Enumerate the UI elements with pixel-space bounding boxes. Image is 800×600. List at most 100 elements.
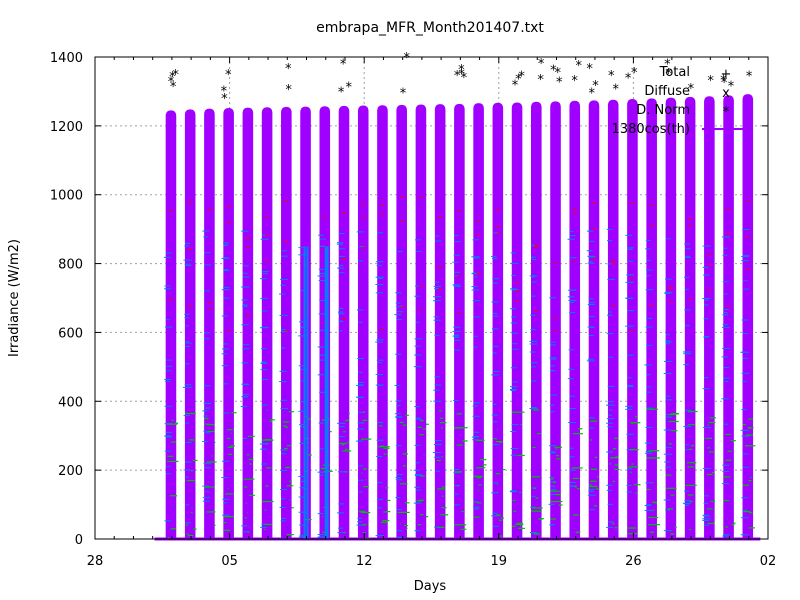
series-dnorm-star: * [589, 86, 596, 101]
day-group: ** [567, 59, 583, 539]
series-dnorm-star: * [631, 66, 638, 81]
y-tick-label: 800 [58, 258, 83, 273]
series-1380cos-day [684, 96, 696, 540]
series-dnorm-star: * [688, 82, 695, 97]
series-dnorm-star: * [592, 79, 599, 94]
series-dnorm-star: * [400, 86, 407, 101]
day-group [644, 98, 660, 540]
series-dnorm-star: * [721, 76, 728, 91]
series-1380cos-day [511, 102, 523, 540]
legend-marker: x [722, 86, 730, 101]
series-dnorm-star: * [707, 74, 714, 89]
day-group: ** [394, 51, 411, 539]
series-dnorm-star: * [404, 51, 411, 66]
series-dnorm-star: * [168, 75, 175, 90]
series-1380cos-day [338, 105, 350, 539]
day-group: * [702, 74, 716, 540]
series-dnorm-star: * [554, 66, 561, 81]
x-tick-label: 05 [221, 554, 238, 569]
series-1380cos-day [492, 102, 504, 539]
day-group: *** [509, 70, 525, 540]
day-group: *** [336, 57, 352, 539]
series-1380cos-day [665, 97, 677, 539]
day-group: ** [663, 58, 679, 539]
legend-label: Diffuse [644, 84, 690, 99]
series-1380cos-day [569, 100, 581, 539]
legend-marker: + [721, 67, 732, 82]
day-group: ** [625, 66, 641, 539]
series-1380cos-day [531, 101, 542, 539]
series-1380cos-day [377, 105, 388, 539]
y-tick-label: 1200 [50, 120, 83, 135]
series-1380cos-day [588, 100, 600, 539]
series-1380cos-day [454, 103, 465, 539]
series-dnorm-star: * [625, 71, 632, 86]
series-dnorm-star: * [720, 73, 727, 88]
x-tick-label: 28 [87, 554, 104, 569]
series-dnorm-star: * [537, 73, 544, 88]
series-dnorm-star: * [518, 70, 525, 85]
day-group [259, 107, 275, 539]
day-group [375, 105, 391, 539]
series-1380cos-day [704, 96, 715, 540]
axes: 0 200 400 600 800 1000 1200 1400 28 05 12 19 26 02 [50, 51, 776, 569]
series-dnorm-star: * [340, 57, 347, 72]
series-dnorm-star: * [512, 78, 519, 93]
series-dnorm-star: * [571, 74, 578, 89]
legend: Total + Diffuse x D. Norm * 1380cos(th) [612, 65, 752, 137]
day-group: **** [452, 63, 468, 540]
series-dnorm-star: * [458, 63, 465, 78]
series-dnorm-star: * [345, 80, 352, 95]
day-group: *** [548, 64, 563, 540]
x-axis-label: Days [414, 579, 447, 594]
day-group: *** [221, 68, 237, 539]
day-group: *** [586, 62, 599, 539]
chart-title: embrapa_MFR_Month201407.txt [316, 20, 544, 36]
series-dnorm-star: * [338, 85, 345, 100]
day-group [356, 105, 372, 540]
series-dnorm-star: * [556, 76, 563, 91]
day-group [491, 102, 506, 539]
x-tick-label: 12 [356, 554, 373, 569]
day-group [240, 107, 255, 540]
series-dnorm-star: * [746, 70, 753, 85]
series-1380cos-day [396, 104, 407, 539]
series-1380cos-day [415, 104, 427, 540]
day-group: ** [529, 57, 545, 539]
x-tick-label: 02 [760, 554, 777, 569]
y-tick-label: 200 [58, 464, 83, 479]
series-1380cos-day [281, 106, 292, 540]
y-tick-label: 600 [58, 326, 83, 341]
plot-area: **** ******** ****** ***** *** ******** ***** *… [154, 51, 761, 541]
day-group: **** [163, 68, 179, 540]
series-1380cos-day [184, 109, 196, 540]
day-group [432, 104, 449, 540]
day-group: ** [279, 62, 294, 540]
day-group: * [740, 70, 756, 539]
series-dnorm-star: * [221, 85, 228, 100]
series-dnorm-star: * [285, 62, 292, 77]
x-tick-label: 19 [491, 554, 508, 569]
y-tick-label: 1000 [50, 189, 83, 204]
series-dnorm-star: * [458, 68, 465, 83]
series-dnorm-star: * [170, 80, 177, 95]
day-group: *** [720, 73, 736, 540]
series-1380cos-day [473, 103, 484, 540]
series-dnorm-star: * [461, 71, 468, 86]
series-dnorm-star: * [454, 69, 461, 84]
series-1380cos-day [607, 99, 619, 539]
series-dnorm-star: * [169, 70, 176, 85]
series-dnorm-star: * [576, 59, 583, 74]
day-group: ** [605, 69, 620, 539]
day-group [471, 103, 487, 540]
day-group [202, 108, 217, 540]
series-dnorm-star: * [608, 69, 615, 84]
series-dnorm-star: * [728, 79, 735, 94]
series-1380cos-day [723, 95, 734, 540]
series-dnorm-star: * [515, 72, 522, 87]
series-1380cos-day [434, 104, 446, 539]
series-1380cos-day [550, 101, 561, 540]
y-tick-label: 400 [58, 395, 83, 410]
series-1380cos-day [204, 108, 215, 540]
